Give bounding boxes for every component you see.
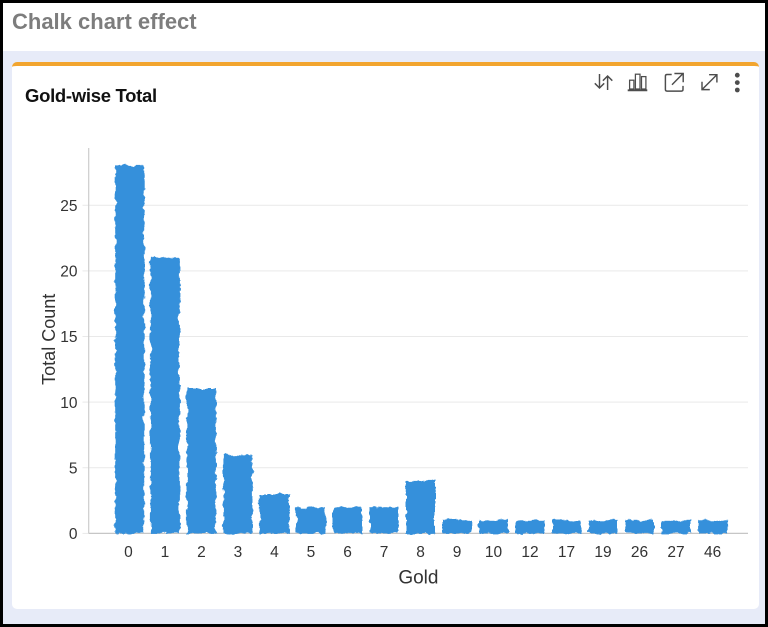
svg-text:15: 15 [60, 329, 77, 346]
svg-text:6: 6 [343, 544, 352, 561]
svg-text:17: 17 [558, 544, 575, 561]
svg-text:19: 19 [594, 544, 611, 561]
svg-text:1: 1 [161, 544, 170, 561]
svg-text:Gold: Gold [398, 567, 438, 588]
svg-text:2: 2 [197, 544, 206, 561]
svg-text:26: 26 [631, 544, 648, 561]
svg-text:3: 3 [234, 544, 243, 561]
svg-text:8: 8 [416, 544, 425, 561]
svg-text:0: 0 [69, 526, 78, 543]
svg-text:9: 9 [453, 544, 462, 561]
svg-text:10: 10 [60, 395, 78, 412]
svg-text:4: 4 [270, 544, 279, 561]
svg-text:5: 5 [69, 460, 78, 477]
svg-text:27: 27 [667, 544, 684, 561]
svg-text:0: 0 [124, 544, 133, 561]
svg-text:25: 25 [60, 198, 77, 215]
svg-text:12: 12 [521, 544, 538, 561]
svg-text:20: 20 [60, 264, 78, 281]
svg-text:10: 10 [485, 544, 503, 561]
svg-text:Total Count: Total Count [39, 294, 59, 385]
svg-text:7: 7 [380, 544, 389, 561]
svg-text:5: 5 [307, 544, 316, 561]
svg-text:46: 46 [704, 544, 721, 561]
